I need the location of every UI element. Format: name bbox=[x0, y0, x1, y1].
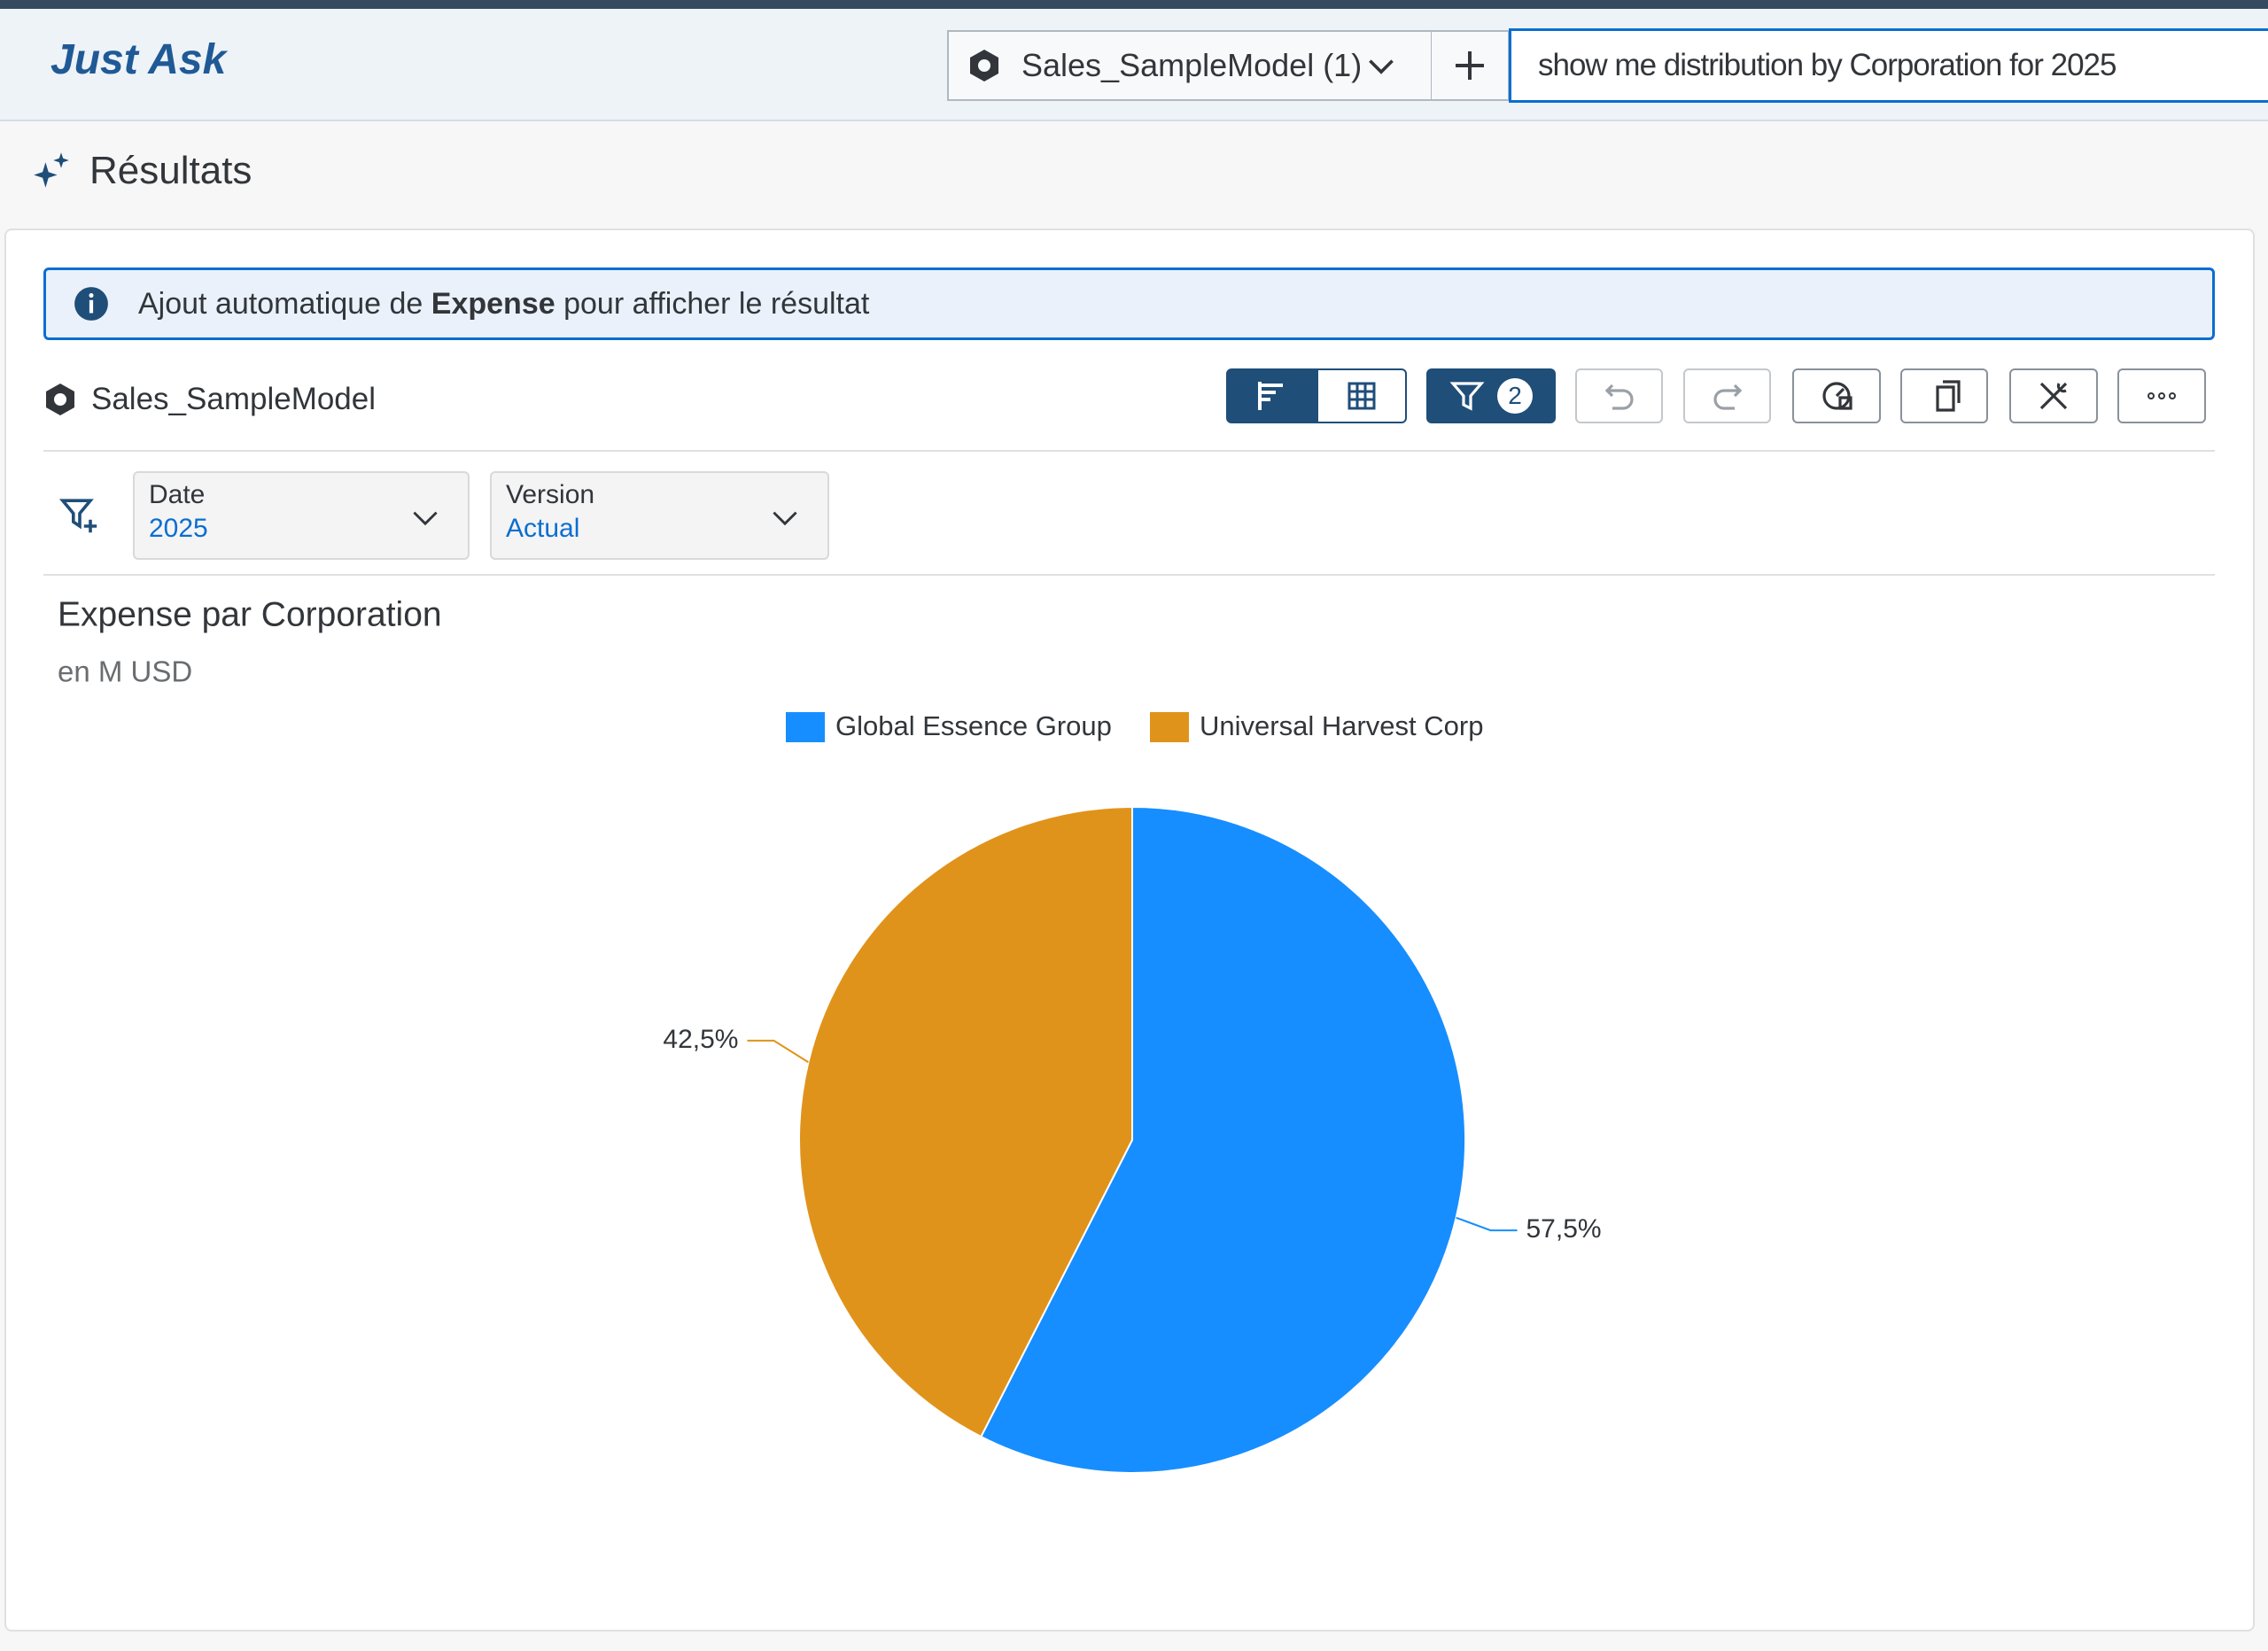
filter-button[interactable]: 2 bbox=[1426, 368, 1556, 423]
legend-label: Global Essence Group bbox=[835, 710, 1112, 741]
filter-badge: 2 bbox=[1497, 378, 1533, 414]
filter-value: 2025 bbox=[149, 514, 208, 543]
add-button[interactable] bbox=[1432, 30, 1510, 101]
data-label: 42,5% bbox=[663, 1025, 738, 1054]
data-label: 57,5% bbox=[1526, 1214, 1602, 1244]
chevron bbox=[1369, 59, 1394, 74]
app-title: Just Ask bbox=[50, 36, 227, 83]
sparkle-icon bbox=[34, 152, 69, 188]
pie-slice bbox=[979, 805, 1467, 1474]
banner-text: Ajout automatique de bbox=[138, 286, 423, 321]
banner-text: pour afficher le résultat bbox=[563, 286, 870, 321]
copy-button[interactable] bbox=[1900, 368, 1988, 423]
undo-icon bbox=[1604, 384, 1634, 410]
filter-label: Date bbox=[149, 480, 206, 509]
chart-title: Expense par Corporation bbox=[58, 595, 442, 633]
insight-button[interactable] bbox=[1792, 368, 1881, 423]
chevron bbox=[413, 511, 438, 526]
chevron bbox=[773, 511, 797, 526]
pie-slice bbox=[798, 805, 1133, 1438]
info-banner: Ajout automatique de Expense pour affich… bbox=[43, 267, 2215, 340]
tools-button[interactable] bbox=[2009, 368, 2098, 423]
add-filter-icon bbox=[58, 499, 97, 533]
leader-line bbox=[747, 1039, 809, 1064]
filter-label: Version bbox=[506, 480, 595, 509]
leader-line bbox=[1456, 1216, 1518, 1232]
legend-swatch bbox=[1150, 712, 1189, 742]
version-filter[interactable]: Version Actual bbox=[490, 471, 829, 560]
results-title: Résultats bbox=[89, 149, 252, 192]
copy-icon bbox=[1935, 380, 1961, 412]
redo-button[interactable] bbox=[1683, 368, 1771, 423]
header: Just Ask Sales_SampleModel (1) show me d… bbox=[0, 9, 2268, 121]
tools-icon bbox=[2039, 382, 2068, 410]
insight-icon bbox=[1822, 382, 1852, 410]
separator bbox=[43, 450, 2215, 452]
model-icon bbox=[970, 50, 998, 81]
more-button[interactable] bbox=[2117, 368, 2206, 423]
separator bbox=[43, 574, 2215, 576]
chart-subtitle: en M USD bbox=[58, 655, 192, 688]
chart: Expense par Corporation en M USD Global … bbox=[58, 595, 1602, 1474]
info-icon bbox=[74, 287, 108, 321]
table-icon bbox=[1348, 382, 1376, 410]
top-bar bbox=[0, 0, 2268, 9]
search-input[interactable]: show me distribution by Corporation for … bbox=[1509, 28, 2268, 103]
model-name: Sales_SampleModel (1) bbox=[1021, 47, 1363, 83]
legend-label: Universal Harvest Corp bbox=[1200, 710, 1483, 741]
model-selector[interactable]: Sales_SampleModel (1) bbox=[947, 30, 1433, 101]
legend-swatch bbox=[786, 712, 825, 742]
model-icon bbox=[46, 384, 74, 415]
model-label: Sales_SampleModel bbox=[91, 382, 377, 416]
chart-icon bbox=[1257, 382, 1283, 410]
chart-view-button[interactable] bbox=[1226, 368, 1317, 423]
filter-icon bbox=[1449, 382, 1485, 411]
filter-value: Actual bbox=[506, 514, 580, 543]
plus-icon bbox=[1456, 51, 1484, 80]
redo-icon bbox=[1713, 384, 1742, 410]
undo-button[interactable] bbox=[1575, 368, 1663, 423]
banner-bold: Expense bbox=[431, 286, 555, 321]
date-filter[interactable]: Date 2025 bbox=[133, 471, 470, 560]
table-view-button[interactable] bbox=[1317, 368, 1407, 423]
more-icon bbox=[2148, 392, 2176, 399]
